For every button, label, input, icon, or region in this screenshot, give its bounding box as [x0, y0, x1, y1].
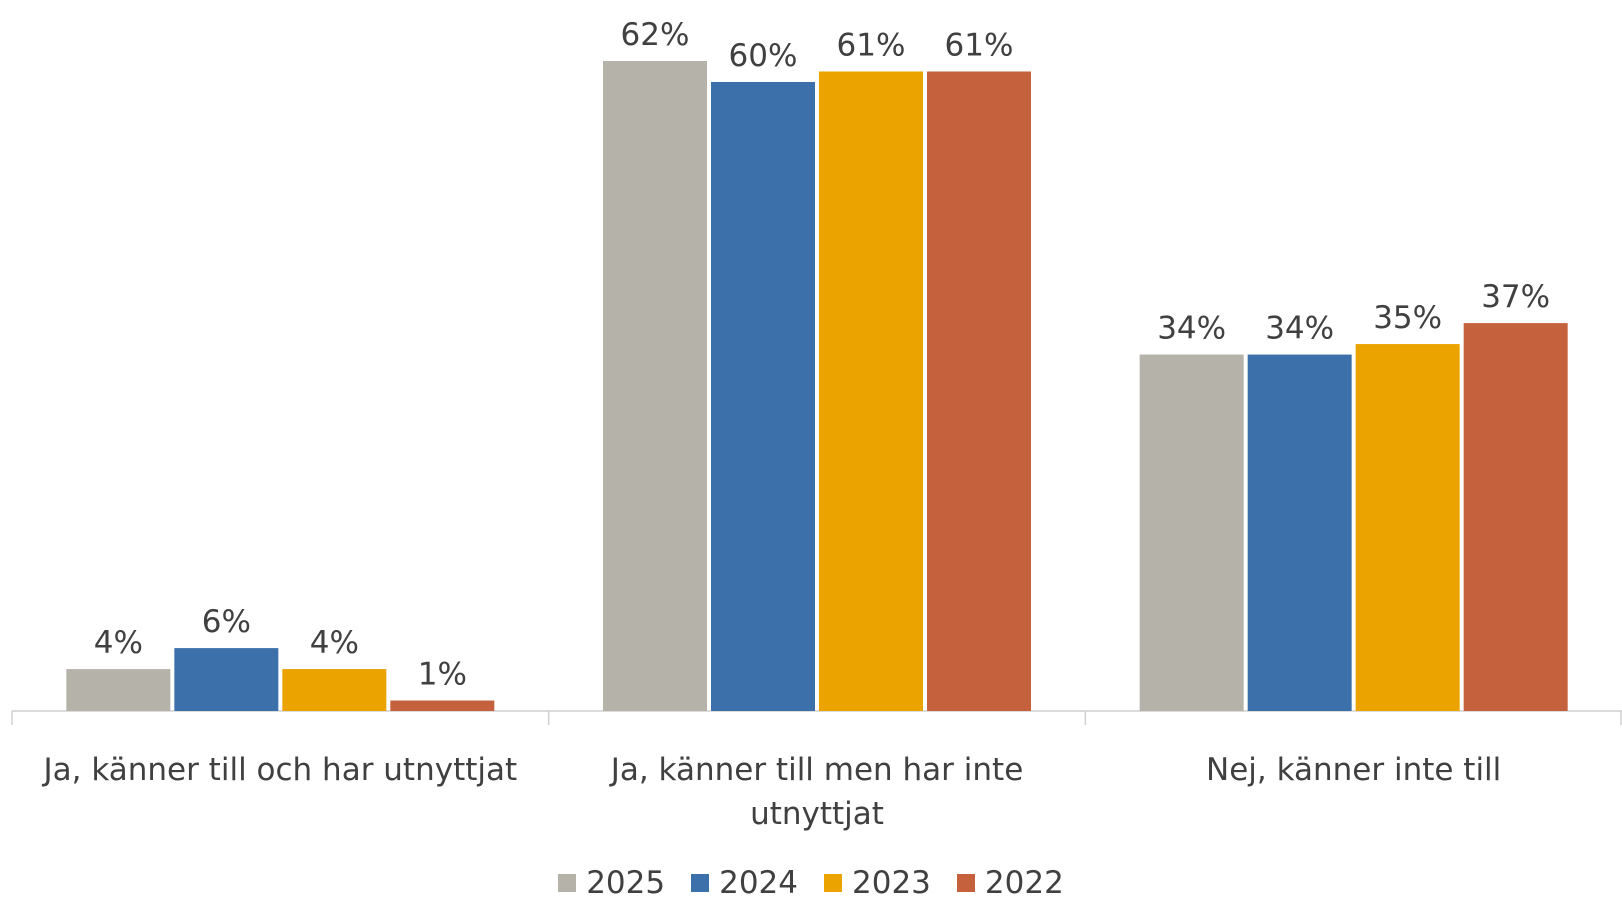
bar [1247, 354, 1352, 711]
legend-label: 2023 [852, 865, 931, 901]
bar [66, 669, 171, 711]
x-tick-label: Nej, känner inte till [1206, 752, 1502, 788]
bar [282, 669, 387, 711]
legend-item: 2023 [824, 866, 931, 900]
x-tick-label: Ja, känner till och har utnyttjat [43, 752, 518, 788]
data-label: 4% [310, 625, 359, 661]
data-label: 60% [729, 38, 798, 74]
legend-label: 2024 [719, 865, 798, 901]
legend-swatch [824, 874, 842, 892]
bar [819, 71, 923, 711]
legend-item: 2025 [558, 866, 665, 900]
bar [390, 700, 495, 711]
bar [1463, 323, 1568, 711]
legend-swatch [956, 874, 975, 892]
data-label: 4% [94, 625, 143, 661]
data-label: 1% [418, 657, 467, 693]
legend: 2025 2024 2023 2022 [0, 866, 1622, 900]
data-label: 61% [945, 27, 1014, 63]
data-label: 61% [837, 27, 906, 63]
legend-label: 2022 [984, 865, 1064, 901]
legend-item: 2022 [956, 865, 1064, 901]
data-label: 34% [1157, 311, 1226, 347]
legend-swatch [691, 874, 710, 892]
x-tick-label: Ja, känner till men har inte utnyttjat [610, 752, 1024, 832]
data-label: 35% [1373, 300, 1442, 336]
bar [174, 648, 279, 711]
data-label: 62% [621, 17, 690, 53]
bar [603, 61, 707, 711]
bar [927, 71, 1031, 711]
legend-label: 2025 [586, 865, 666, 901]
legend-item: 2024 [691, 866, 798, 900]
data-label: 6% [202, 604, 251, 640]
bar [1139, 354, 1244, 711]
bar [1355, 344, 1460, 711]
legend-swatch [558, 874, 577, 892]
data-label: 34% [1265, 311, 1334, 347]
bar [711, 81, 815, 711]
data-label: 37% [1481, 279, 1550, 315]
